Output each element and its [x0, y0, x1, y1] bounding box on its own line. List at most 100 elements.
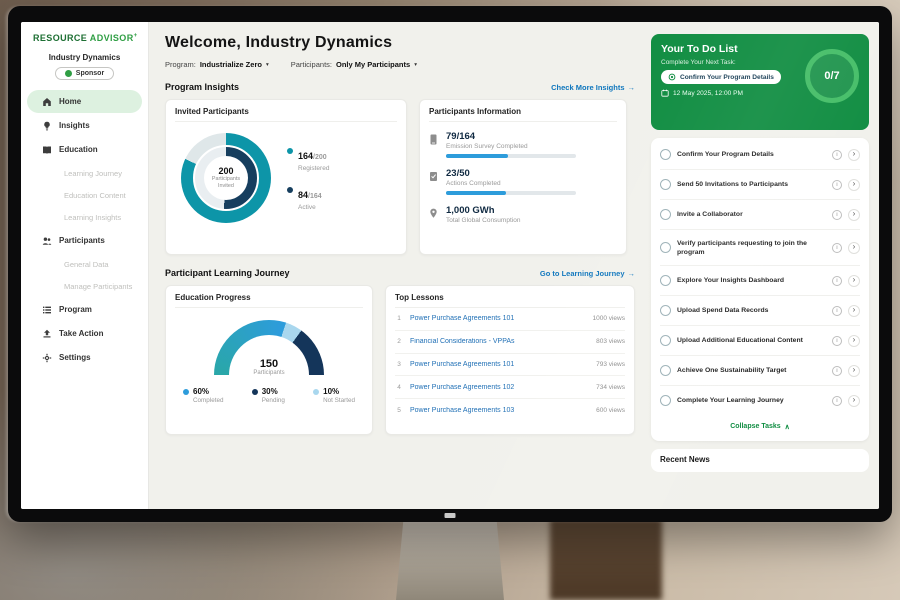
lesson-link[interactable]: Power Purchase Agreements 101	[410, 315, 515, 323]
calendar-icon	[661, 89, 669, 97]
task-checkbox[interactable]	[660, 209, 671, 220]
program-select[interactable]: Program: Industrialize Zero ▾	[165, 60, 269, 69]
progress-bar	[446, 154, 576, 158]
todo-progress-ring: 0/7	[805, 49, 859, 103]
lesson-row: 1 Power Purchase Agreements 101 1000 vie…	[395, 308, 625, 331]
book-icon	[42, 145, 52, 155]
participants-select[interactable]: Participants: Only My Participants ▾	[290, 60, 417, 69]
chevron-right-icon[interactable]: ›	[848, 208, 860, 221]
recent-news-title: Recent News	[660, 455, 710, 465]
section-title-learning-journey: Participant Learning Journey	[165, 268, 290, 278]
page-title: Welcome, Industry Dynamics	[165, 34, 393, 51]
task-row[interactable]: Explore Your Insights Dashboard i ›	[660, 266, 860, 297]
task-checkbox[interactable]	[660, 395, 671, 407]
info-icon: i	[832, 179, 842, 190]
gear-icon	[42, 353, 52, 363]
chevron-right-icon[interactable]: ›	[848, 364, 860, 377]
chevron-down-icon: ▾	[265, 61, 269, 68]
sidebar-item-general-data[interactable]: General Data	[64, 259, 109, 269]
people-icon	[42, 236, 52, 246]
arrow-right-icon: →	[627, 82, 636, 92]
sidebar-item-program[interactable]: Program	[27, 298, 142, 321]
donut-center-value: 200	[218, 166, 234, 177]
invited-participants-donut-chart: 200 Participants Invited	[181, 133, 271, 223]
chevron-right-icon[interactable]: ›	[848, 241, 860, 254]
task-row[interactable]: Upload Additional Educational Content i …	[660, 326, 860, 357]
lesson-row: 3 Power Purchase Agreements 101 793 view…	[395, 354, 625, 377]
lesson-link[interactable]: Power Purchase Agreements 101	[410, 360, 515, 368]
task-row[interactable]: Verify participants requesting to join t…	[660, 230, 860, 267]
gauge-center-label: Participants	[253, 370, 285, 376]
lesson-link[interactable]: Power Purchase Agreements 103	[410, 406, 515, 414]
task-checkbox[interactable]	[660, 305, 671, 317]
sidebar-item-settings[interactable]: Settings	[27, 346, 142, 369]
check-more-insights-link[interactable]: Check More Insights →	[551, 82, 636, 92]
next-task-pill[interactable]: Confirm Your Program Details	[661, 70, 781, 84]
chevron-right-icon[interactable]: ›	[848, 148, 860, 161]
task-row[interactable]: Upload Spend Data Records i ›	[660, 296, 860, 327]
task-row[interactable]: Confirm Your Program Details i ›	[660, 140, 860, 170]
legend-pending: 30% Pending	[251, 387, 285, 404]
card-title: Top Lessons	[395, 293, 625, 308]
due-date: 12 May 2025, 12:00 PM	[661, 89, 859, 97]
chevron-right-icon[interactable]: ›	[848, 334, 860, 347]
list-icon	[42, 305, 52, 315]
chevron-right-icon[interactable]: ›	[848, 178, 860, 191]
filter-bar: Program: Industrialize Zero ▾ Participan…	[165, 60, 635, 69]
task-checkbox[interactable]	[660, 365, 671, 377]
chevron-right-icon[interactable]: ›	[848, 304, 860, 317]
task-row[interactable]: Invite a Collaborator i ›	[660, 200, 860, 230]
lightbulb-icon	[42, 121, 52, 131]
legend-dot	[313, 388, 320, 395]
monitor-bezel: RESOURCE ADVISOR+ Industry Dynamics Spon…	[8, 6, 892, 522]
sidebar-item-manage-participants[interactable]: Manage Participants	[64, 281, 133, 291]
sidebar-item-education-content[interactable]: Education Content	[64, 190, 126, 200]
sidebar-item-take-action[interactable]: Take Action	[27, 322, 142, 345]
info-icon: i	[832, 395, 842, 406]
chevron-right-icon[interactable]: ›	[848, 274, 860, 287]
info-icon: i	[832, 209, 842, 220]
location-pin-icon	[429, 205, 438, 224]
right-panel: Your To Do List Complete Your Next Task:…	[649, 22, 879, 509]
stat-actions-completed: 23/50 Actions Completed	[429, 168, 617, 195]
invited-participants-card: Invited Participants 200 Participants In…	[165, 99, 407, 255]
task-checkbox[interactable]	[660, 275, 671, 287]
lesson-row: 4 Power Purchase Agreements 102 734 view…	[395, 376, 625, 400]
donut-center-label: Participants Invited	[211, 176, 241, 189]
task-checkbox[interactable]	[660, 242, 671, 254]
info-icon: i	[832, 305, 842, 316]
sidebar-item-learning-insights[interactable]: Learning Insights	[64, 212, 122, 222]
legend-dot	[251, 388, 258, 395]
collapse-tasks-link[interactable]: Collapse Tasks ∧	[730, 423, 790, 432]
go-to-learning-journey-link[interactable]: Go to Learning Journey →	[539, 268, 635, 278]
info-icon: i	[832, 335, 842, 346]
task-checkbox[interactable]	[660, 179, 671, 190]
task-checkbox[interactable]	[660, 335, 671, 347]
sidebar-item-home[interactable]: Home	[27, 90, 142, 113]
chevron-right-icon[interactable]: ›	[848, 394, 860, 407]
task-row[interactable]: Send 50 Invitations to Participants i ›	[660, 170, 860, 200]
participants-information-card: Participants Information 79/164 Emission…	[419, 99, 627, 255]
task-row[interactable]: Complete Your Learning Journey i ›	[660, 386, 860, 415]
education-progress-card: Education Progress 150 Participants 60% …	[165, 285, 373, 435]
monitor-stand	[396, 518, 504, 600]
task-checkbox[interactable]	[660, 149, 671, 160]
lesson-link[interactable]: Financial Considerations - VPPAs	[410, 338, 515, 346]
legend-not-started: 10% Not Started	[313, 387, 355, 404]
action-arrow-icon	[42, 329, 52, 339]
card-title: Participants Information	[429, 107, 617, 122]
task-row[interactable]: Achieve One Sustainability Target i ›	[660, 356, 860, 387]
sidebar-item-participants[interactable]: Participants	[27, 229, 142, 252]
sponsor-icon	[64, 70, 72, 77]
sidebar-item-learning-journey[interactable]: Learning Journey	[64, 168, 122, 178]
section-title-program-insights: Program Insights	[165, 82, 240, 92]
gauge-center-value: 150	[259, 357, 279, 370]
survey-icon	[429, 131, 438, 158]
sidebar-item-education[interactable]: Education	[27, 138, 142, 161]
main-content: Welcome, Industry Dynamics Program: Indu…	[149, 22, 649, 509]
sidebar-item-insights[interactable]: Insights	[27, 114, 142, 137]
lesson-link[interactable]: Power Purchase Agreements 102	[410, 383, 515, 391]
home-icon	[42, 97, 52, 107]
sponsor-badge[interactable]: Sponsor	[54, 67, 115, 80]
recent-news-card: Recent News	[651, 449, 869, 473]
